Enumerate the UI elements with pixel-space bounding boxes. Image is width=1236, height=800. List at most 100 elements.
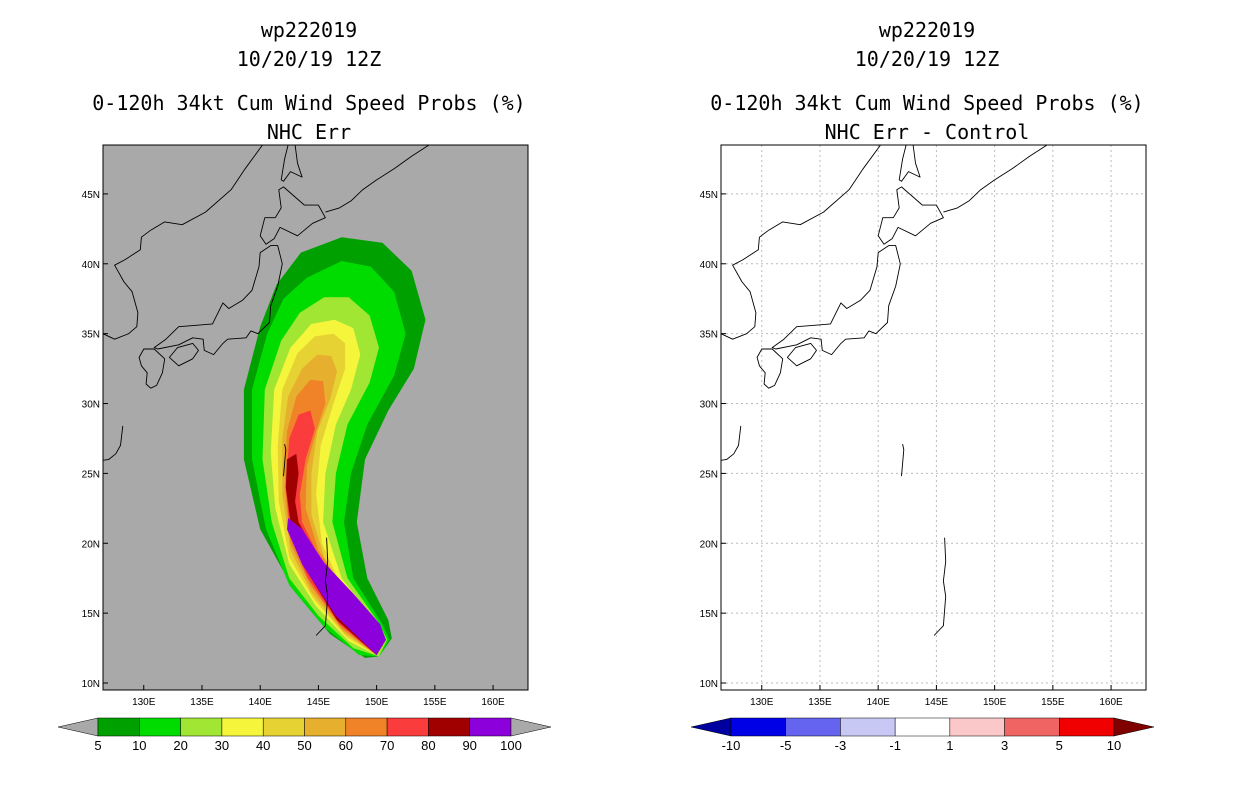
map-frame xyxy=(102,144,529,691)
y-tick-label: 30N xyxy=(82,400,100,411)
colorbar-swatch xyxy=(1059,717,1115,737)
mariana-islands xyxy=(933,537,947,636)
chart-title: 0-120h 34kt Cum Wind Speed Probs (%) xyxy=(92,91,526,115)
ogasawara-islands xyxy=(901,444,905,477)
storm-id-title: wp222019 xyxy=(260,18,358,42)
map-frame xyxy=(720,144,1147,691)
coastlines xyxy=(103,145,430,636)
colorbar-swatch xyxy=(730,717,786,737)
y-tick-label: 45N xyxy=(82,190,100,201)
colorbar-swatch xyxy=(785,717,841,737)
x-tick-label: 145E xyxy=(925,697,949,708)
colorbar-label: 20 xyxy=(173,738,187,753)
datetime-title: 10/20/19 12Z xyxy=(854,47,1000,71)
colorbar-label: 70 xyxy=(380,738,394,753)
ryukyu-islands xyxy=(103,425,124,461)
y-tick-label: 40N xyxy=(700,260,718,271)
colorbar-label: 30 xyxy=(215,738,229,753)
x-tick-label: 155E xyxy=(423,697,447,708)
y-tick-label: 20N xyxy=(700,539,718,550)
colorbar-swatch xyxy=(180,717,223,737)
ogasawara-islands xyxy=(283,444,287,477)
x-tick-label: 150E xyxy=(983,697,1007,708)
colorbar-swatch xyxy=(304,717,347,737)
x-tick-label: 135E xyxy=(808,697,832,708)
colorbar-label: 60 xyxy=(339,738,353,753)
colorbar-label: 3 xyxy=(1001,738,1008,753)
colorbar-label: 10 xyxy=(132,738,146,753)
ryukyu-islands xyxy=(721,425,742,461)
kuril-islands xyxy=(325,145,430,213)
y-tick-label: 40N xyxy=(82,260,100,271)
x-tick-label: 130E xyxy=(132,697,156,708)
right-panel: wp222019 10/20/19 12Z 0-120h 34kt Cum Wi… xyxy=(618,0,1236,800)
russia-coastline xyxy=(768,145,881,231)
map-grid-and-ticks: 130E 135E 140E 145E 150E 155E 160E 10N 15N 20N 25N… xyxy=(82,190,505,708)
colorbar-label: -3 xyxy=(835,738,847,753)
x-tick-label: 155E xyxy=(1041,697,1065,708)
colorbar-label: 10 xyxy=(1107,738,1121,753)
colorbar-label: 5 xyxy=(1056,738,1063,753)
x-tick-label: 135E xyxy=(190,697,214,708)
colorbar-label: 1 xyxy=(946,738,953,753)
colorbar-swatch xyxy=(469,717,512,737)
shikoku-coastline xyxy=(168,342,199,367)
colorbar-swatch xyxy=(949,717,1005,737)
x-tick-label: 145E xyxy=(307,697,331,708)
colorbar-swatch xyxy=(345,717,388,737)
prob-band-90pct xyxy=(287,518,386,656)
y-tick-label: 15N xyxy=(82,609,100,620)
colorbar-swatch xyxy=(840,717,896,737)
datetime-title: 10/20/19 12Z xyxy=(236,47,382,71)
shikoku-coastline xyxy=(786,342,817,367)
colorbar-swatch xyxy=(139,717,181,737)
colorbar-under-triangle xyxy=(57,717,99,737)
colorbar: -10 -5 -3 -1 1 3 5 10 xyxy=(690,717,1155,753)
korea-coastline xyxy=(721,229,769,340)
colorbar-over-triangle xyxy=(1113,717,1155,737)
x-tick-label: 140E xyxy=(867,697,891,708)
left-panel: wp222019 10/20/19 12Z 0-120h 34kt Cum Wi… xyxy=(57,18,552,753)
colorbar-swatch xyxy=(262,717,305,737)
colorbar-label: -5 xyxy=(780,738,792,753)
colorbar-label: 100 xyxy=(500,738,522,753)
kuril-islands xyxy=(943,145,1048,213)
chart-title: 0-120h 34kt Cum Wind Speed Probs (%) xyxy=(710,91,1144,115)
storm-id-title: wp222019 xyxy=(878,18,976,42)
hokkaido-coastline xyxy=(259,186,326,245)
y-tick-label: 45N xyxy=(700,190,718,201)
kyushu-coastline xyxy=(756,348,784,389)
y-tick-label: 35N xyxy=(700,330,718,341)
y-tick-label: 35N xyxy=(82,330,100,341)
prob-band-60pct xyxy=(284,379,386,656)
colorbar-swatch xyxy=(386,717,429,737)
honshu-coastline xyxy=(153,245,283,356)
mariana-islands xyxy=(315,537,329,636)
x-tick-label: 130E xyxy=(750,697,774,708)
map-background xyxy=(721,145,1146,690)
colorbar-swatch xyxy=(97,717,140,737)
y-tick-label: 25N xyxy=(82,469,100,480)
colorbar-label: 50 xyxy=(297,738,311,753)
y-tick-label: 10N xyxy=(700,679,718,690)
korea-coastline xyxy=(103,229,151,340)
sakhalin-coastline xyxy=(898,145,921,182)
chart-subtitle: NHC Err xyxy=(266,120,352,144)
x-tick-label: 160E xyxy=(1099,697,1123,708)
right-map-svg: 130E 135E 140E 145E 150E 155E 160E 10N 15N 20N 25N… xyxy=(690,144,1155,753)
colorbar-label: 80 xyxy=(421,738,435,753)
y-tick-label: 25N xyxy=(700,469,718,480)
kyushu-coastline xyxy=(138,348,166,389)
y-tick-label: 30N xyxy=(700,400,718,411)
y-tick-label: 20N xyxy=(82,539,100,550)
hokkaido-coastline xyxy=(877,186,944,245)
probability-bands xyxy=(243,237,426,658)
colorbar-label: -1 xyxy=(889,738,901,753)
colorbar: 5 10 20 30 40 50 60 70 80 90 100 xyxy=(57,717,552,753)
sakhalin-coastline xyxy=(280,145,303,182)
colorbar-swatch xyxy=(428,717,470,737)
colorbar-swatch xyxy=(1004,717,1060,737)
coastlines xyxy=(721,145,1048,636)
left-map-svg: 130E 135E 140E 145E 150E 155E 160E 10N 15N 20N 25N… xyxy=(57,144,552,753)
x-tick-label: 160E xyxy=(481,697,505,708)
